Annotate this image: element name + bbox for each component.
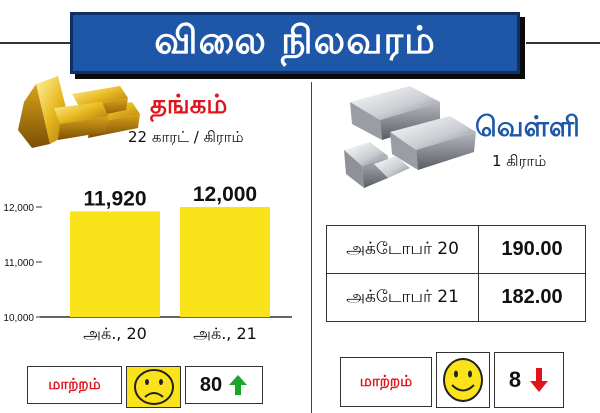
silver-change-label: மாற்றம் [340, 357, 432, 407]
happy-face-icon [443, 358, 483, 402]
chart-bar [70, 211, 160, 317]
page-title: விலை நிலவரம் [154, 18, 436, 62]
silver-unit: 1 கிராம் [492, 152, 547, 170]
bar-value-label: 11,920 [83, 187, 146, 210]
title-banner: விலை நிலவரம் [70, 12, 520, 74]
y-tick-label: 12,000 [3, 203, 34, 214]
silver-title: வெள்ளி [475, 110, 580, 143]
gold-change-value: 80 [199, 373, 223, 396]
silver-date-1: அக்டோபர் 20 [326, 225, 479, 274]
gold-change-label: மாற்றம் [27, 366, 122, 404]
gold-mood-box [126, 366, 181, 408]
table-row: அக்டோபர் 21 182.00 [326, 273, 586, 322]
gold-unit: 22 காரட் / கிராம் [128, 128, 244, 146]
table-row: அக்டோபர் 20 190.00 [326, 225, 586, 274]
gold-change-value-box: 80 [185, 366, 263, 404]
section-divider [311, 82, 312, 413]
silver-change-value-box: 8 [494, 352, 564, 408]
silver-bars-image [344, 86, 476, 188]
x-category-label: அக்., 21 [193, 324, 257, 343]
y-tick-label: 11,000 [4, 258, 34, 269]
chart-bar [180, 207, 270, 317]
chart-bars: 11,920 அக்., 20 12,000 அக்., 21 [70, 183, 270, 343]
silver-price-2: 182.00 [478, 273, 586, 322]
silver-price-table: அக்டோபர் 20 190.00 அக்டோபர் 21 182.00 [326, 225, 586, 322]
chart-y-ticks: 10,000 11,000 12,000 [3, 203, 42, 324]
gold-price-chart: 10,000 11,000 12,000 11,920 அக்., 20 12,000 அ… [3, 183, 292, 343]
silver-date-2: அக்டோபர் 21 [326, 273, 479, 322]
header-rule-left [0, 42, 70, 44]
gold-title: தங்கம் [150, 90, 228, 120]
x-category-label: அக்., 20 [83, 324, 147, 343]
sad-face-icon [133, 369, 174, 405]
header-rule-right [526, 42, 600, 44]
y-tick-label: 10,000 [3, 313, 34, 324]
arrow-down-icon [530, 368, 549, 392]
silver-mood-box [436, 352, 490, 408]
bar-value-label: 12,000 [193, 183, 257, 206]
arrow-up-icon [229, 375, 248, 395]
silver-change-value: 8 [508, 367, 522, 392]
gold-bars-image [18, 76, 140, 148]
silver-price-1: 190.00 [478, 225, 586, 274]
